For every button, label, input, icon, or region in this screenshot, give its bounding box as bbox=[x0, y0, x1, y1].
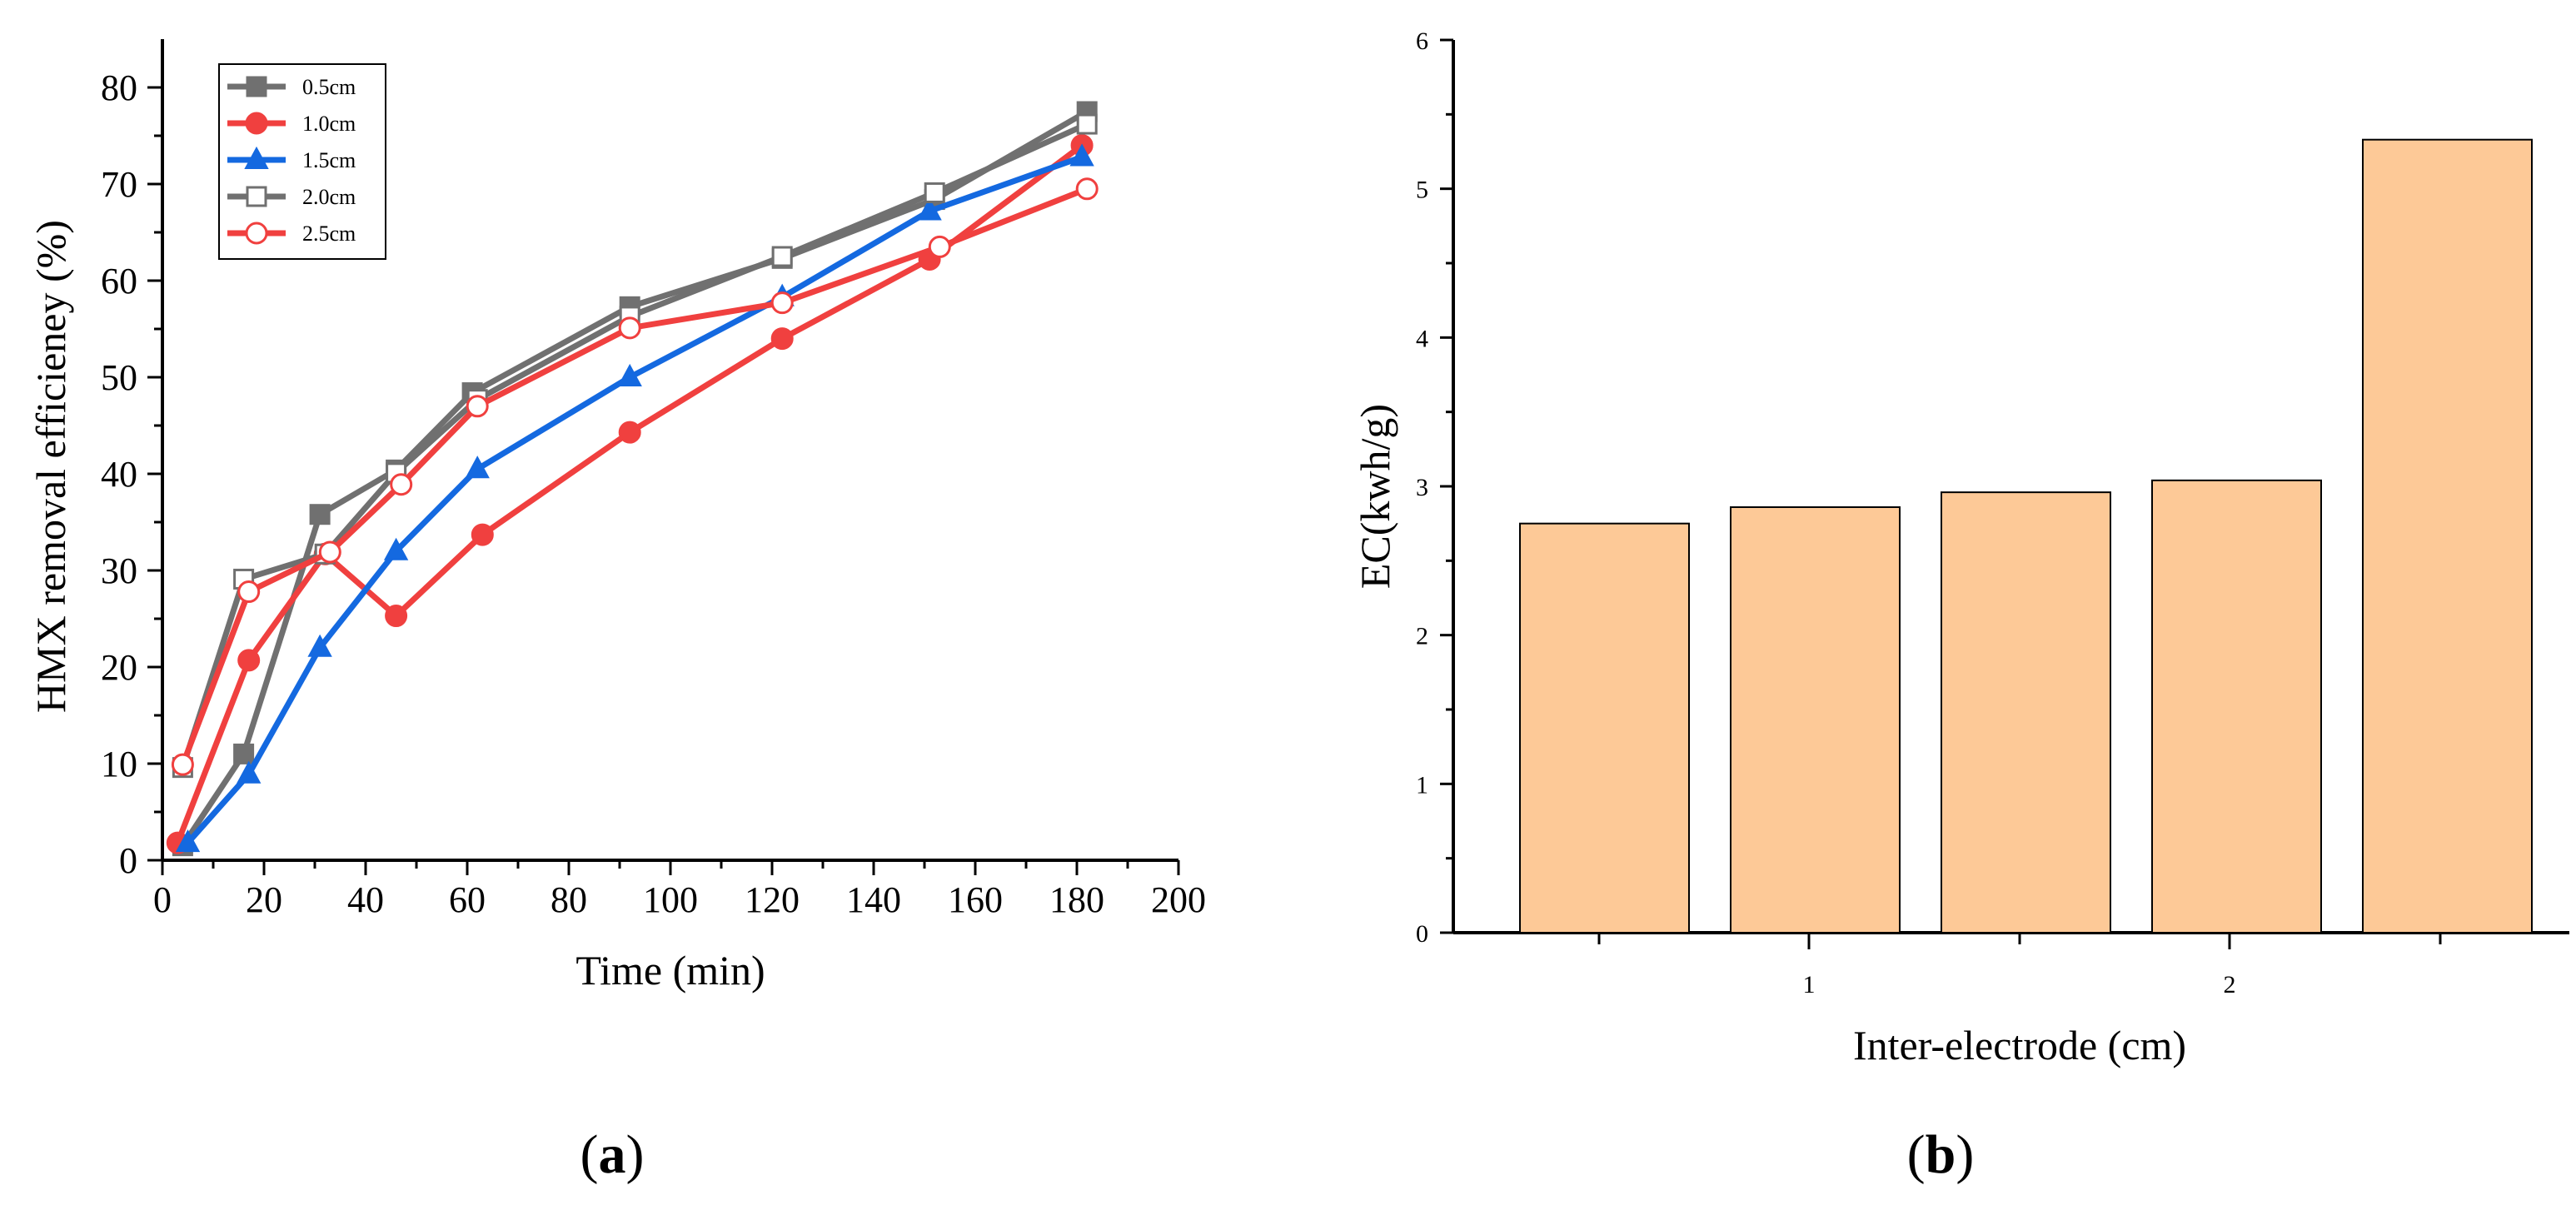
panel-b-bar-chart: 0 1 2 3 4 5 6 1 2 Inter-electrode (cm) EC(kwh/g) (b… bbox=[1352, 27, 2569, 1185]
legend-marker-2.0cm bbox=[246, 186, 267, 207]
data-point-2.5cm bbox=[237, 580, 261, 604]
data-point-1.5cm bbox=[175, 829, 201, 853]
data-point-1.0cm bbox=[237, 649, 261, 672]
data-point-0.5cm bbox=[309, 504, 331, 525]
legend-marker-2.5cm bbox=[245, 222, 268, 245]
x-tick-label: 180 bbox=[1049, 879, 1104, 920]
data-point-1.0cm bbox=[385, 605, 408, 628]
data-point-2.5cm bbox=[390, 473, 413, 496]
data-point-0.5cm bbox=[233, 743, 255, 764]
bar-0.5 bbox=[1519, 522, 1690, 934]
data-point-2.0cm bbox=[924, 182, 945, 203]
x-tick-label: 160 bbox=[948, 879, 1003, 920]
bar-1.0 bbox=[1730, 506, 1901, 934]
data-point-2.5cm bbox=[318, 540, 341, 564]
bar-2.5 bbox=[2362, 138, 2533, 934]
data-point-1.5cm bbox=[307, 634, 332, 657]
x-tick-label: 2 bbox=[2224, 971, 2236, 998]
x-tick-label: 80 bbox=[551, 879, 587, 920]
y-tick-label: 70 bbox=[101, 164, 137, 205]
bar-1.5 bbox=[1941, 491, 2111, 934]
y-tick-label: 60 bbox=[101, 261, 137, 301]
y-tick-label: 30 bbox=[101, 550, 137, 591]
legend-label-0.5cm: 0.5cm bbox=[302, 75, 356, 99]
panel-label-a: (a) bbox=[580, 1124, 645, 1185]
series-1.0cm bbox=[166, 134, 1094, 854]
y-tick-label: 2 bbox=[1416, 623, 1428, 650]
y-tick-label: 4 bbox=[1416, 325, 1428, 352]
data-point-2.5cm bbox=[770, 291, 794, 315]
y-axis-title: HMX removal efficieney (%) bbox=[27, 220, 74, 713]
data-point-1.5cm bbox=[617, 363, 642, 386]
data-point-2.5cm bbox=[171, 753, 194, 776]
x-tick-label: 140 bbox=[846, 879, 901, 920]
data-point-2.5cm bbox=[928, 235, 951, 258]
data-point-2.5cm bbox=[466, 395, 489, 418]
panel-label-b: (b) bbox=[1907, 1124, 1975, 1185]
legend-label-2.0cm: 2.0cm bbox=[302, 185, 356, 209]
data-point-2.0cm bbox=[771, 246, 793, 267]
x-tick-label: 0 bbox=[153, 879, 172, 920]
data-point-1.5cm bbox=[1069, 143, 1094, 167]
y-tick-label: 0 bbox=[1416, 920, 1428, 948]
y-tick-label: 0 bbox=[119, 840, 137, 881]
x-tick-label: 60 bbox=[449, 879, 486, 920]
bar-2.0 bbox=[2151, 479, 2322, 934]
legend-label-1.0cm: 1.0cm bbox=[302, 112, 356, 136]
data-point-2.5cm bbox=[1075, 177, 1099, 201]
y-tick-label: 5 bbox=[1416, 177, 1428, 204]
series-line-2.5cm bbox=[180, 186, 1089, 766]
data-point-1.0cm bbox=[618, 421, 641, 444]
series-2.5cm bbox=[171, 177, 1099, 776]
legend-label-2.5cm: 2.5cm bbox=[302, 222, 356, 246]
data-point-1.5cm bbox=[917, 197, 942, 221]
y-axis-title: EC(kwh/g) bbox=[1352, 404, 1398, 589]
x-axis-title: Inter-electrode (cm) bbox=[1853, 1022, 2186, 1068]
y-tick-label: 20 bbox=[101, 647, 137, 688]
data-point-1.5cm bbox=[237, 760, 262, 784]
y-tick-label: 1 bbox=[1416, 771, 1428, 799]
data-point-1.5cm bbox=[465, 456, 490, 479]
y-tick-label: 10 bbox=[101, 744, 137, 784]
legend-marker-0.5cm bbox=[246, 76, 267, 97]
x-axis-title: Time (min) bbox=[575, 947, 765, 993]
data-point-2.0cm bbox=[1076, 113, 1098, 135]
x-tick-label: 20 bbox=[246, 879, 282, 920]
x-tick-label: 1 bbox=[1803, 971, 1816, 998]
legend-marker-1.0cm bbox=[245, 112, 268, 135]
x-tick-label: 120 bbox=[745, 879, 800, 920]
series-line-1.5cm bbox=[185, 154, 1084, 845]
data-point-1.5cm bbox=[383, 537, 409, 560]
x-tick-label: 40 bbox=[347, 879, 384, 920]
x-tick-label: 200 bbox=[1151, 879, 1206, 920]
y-tick-label: 80 bbox=[101, 67, 137, 108]
legend-label-1.5cm: 1.5cm bbox=[302, 148, 356, 172]
y-tick-label: 40 bbox=[101, 454, 137, 495]
y-tick-label: 3 bbox=[1416, 474, 1428, 501]
y-tick-label: 6 bbox=[1416, 27, 1428, 55]
data-point-1.0cm bbox=[770, 327, 794, 351]
x-tick-label: 100 bbox=[643, 879, 698, 920]
data-point-2.5cm bbox=[618, 316, 641, 340]
panel-a-line-chart: 0 20 40 60 80 100 120 140 160 180 200 0 10 20 30 40 50 60… bbox=[27, 39, 1206, 1185]
y-tick-label: 50 bbox=[101, 357, 137, 398]
data-point-1.0cm bbox=[471, 523, 494, 546]
legend-marker-1.5cm bbox=[244, 146, 269, 169]
